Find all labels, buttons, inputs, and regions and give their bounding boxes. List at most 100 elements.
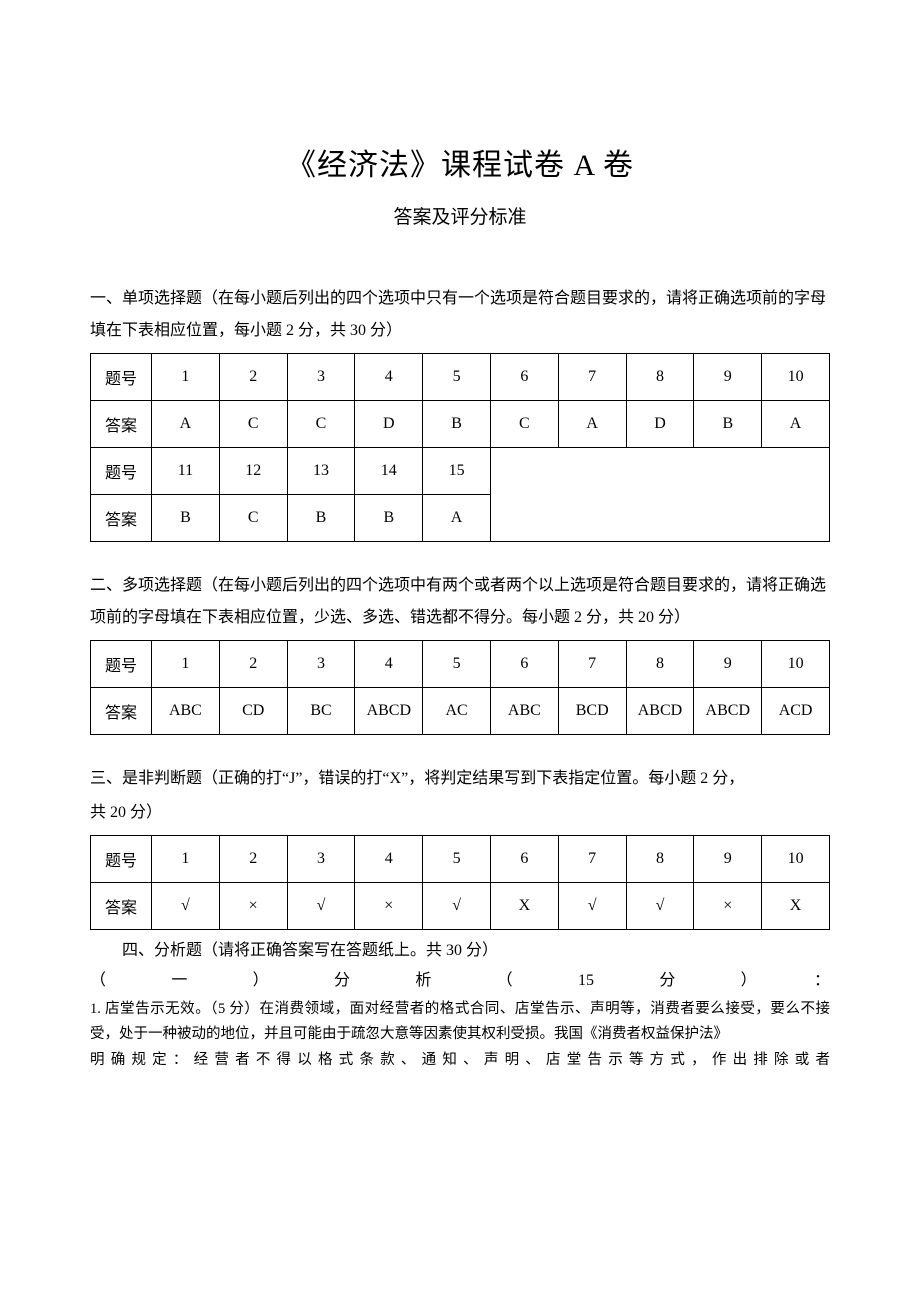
cell: A <box>762 401 830 448</box>
table-row: 答案 √ × √ × √ X √ √ × X <box>91 883 830 930</box>
cell: 6 <box>490 354 558 401</box>
cell: 3 <box>287 354 355 401</box>
cell: 3 <box>287 836 355 883</box>
cell: 7 <box>558 836 626 883</box>
cell: √ <box>152 883 220 930</box>
cell: 1 <box>152 836 220 883</box>
row-label: 答案 <box>91 688 152 735</box>
section4-subheading: （一）分析（15分）： <box>90 966 830 996</box>
cell: 8 <box>626 641 694 688</box>
cell: A <box>558 401 626 448</box>
document-title: 《经济法》课程试卷 A 卷 <box>90 140 830 184</box>
cell: B <box>287 495 355 542</box>
cell: √ <box>558 883 626 930</box>
cell: × <box>219 883 287 930</box>
cell: X <box>762 883 830 930</box>
cell: 10 <box>762 836 830 883</box>
cell: 6 <box>490 836 558 883</box>
table-row: 题号 11 12 13 14 15 <box>91 448 830 495</box>
cell: C <box>219 401 287 448</box>
cell: ABCD <box>694 688 762 735</box>
section2-table: 题号 1 2 3 4 5 6 7 8 9 10 答案 ABC CD BC ABC… <box>90 640 830 735</box>
cell: √ <box>287 883 355 930</box>
cell: 4 <box>355 836 423 883</box>
row-label: 题号 <box>91 641 152 688</box>
cell: 14 <box>355 448 423 495</box>
section3-table: 题号 1 2 3 4 5 6 7 8 9 10 答案 √ × √ × √ X √… <box>90 835 830 930</box>
cell: 9 <box>694 641 762 688</box>
row-label: 答案 <box>91 401 152 448</box>
cell: 12 <box>219 448 287 495</box>
cell: 10 <box>762 354 830 401</box>
row-label: 题号 <box>91 836 152 883</box>
cell: 8 <box>626 354 694 401</box>
section3-description-line1: 三、是非判断题（正确的打“J”，错误的打“X”，将判定结果写到下表指定位置。每小… <box>90 763 830 795</box>
section4-body-1: 1. 店堂告示无效。（5 分）在消费领域，面对经营者的格式合同、店堂告示、声明等… <box>90 997 830 1048</box>
cell: CD <box>219 688 287 735</box>
row-label: 答案 <box>91 495 152 542</box>
cell: 5 <box>423 641 491 688</box>
document-page: 《经济法》课程试卷 A 卷 答案及评分标准 一、单项选择题（在每小题后列出的四个… <box>0 0 920 1301</box>
document-subtitle: 答案及评分标准 <box>90 202 830 229</box>
cell: √ <box>626 883 694 930</box>
cell: B <box>152 495 220 542</box>
cell: D <box>355 401 423 448</box>
cell: 3 <box>287 641 355 688</box>
table-row: 题号 1 2 3 4 5 6 7 8 9 10 <box>91 836 830 883</box>
cell: ABC <box>490 688 558 735</box>
section3-description-line2: 共 20 分） <box>90 797 830 829</box>
table-row: 题号 1 2 3 4 5 6 7 8 9 10 <box>91 354 830 401</box>
cell: AC <box>423 688 491 735</box>
cell: ACD <box>762 688 830 735</box>
section1-description: 一、单项选择题（在每小题后列出的四个选项中只有一个选项是符合题目要求的，请将正确… <box>90 283 830 347</box>
cell: 4 <box>355 354 423 401</box>
empty-cell <box>490 448 829 542</box>
cell: C <box>490 401 558 448</box>
cell: √ <box>423 883 491 930</box>
cell: 2 <box>219 354 287 401</box>
cell: BCD <box>558 688 626 735</box>
cell: C <box>219 495 287 542</box>
cell: 7 <box>558 354 626 401</box>
cell: A <box>152 401 220 448</box>
cell: ABC <box>152 688 220 735</box>
cell: X <box>490 883 558 930</box>
section4-body-2: 明确规定：经营者不得以格式条款、通知、声明、店堂告示等方式，作出排除或者 <box>90 1048 830 1073</box>
cell: ABCD <box>626 688 694 735</box>
row-label: 答案 <box>91 883 152 930</box>
row-label: 题号 <box>91 448 152 495</box>
cell: 6 <box>490 641 558 688</box>
cell: ABCD <box>355 688 423 735</box>
cell: 7 <box>558 641 626 688</box>
section4-heading: 四、分析题（请将正确答案写在答题纸上。共 30 分） <box>90 936 830 966</box>
table-row: 答案 ABC CD BC ABCD AC ABC BCD ABCD ABCD A… <box>91 688 830 735</box>
cell: 11 <box>152 448 220 495</box>
cell: C <box>287 401 355 448</box>
cell: 5 <box>423 354 491 401</box>
cell: BC <box>287 688 355 735</box>
cell: 1 <box>152 354 220 401</box>
cell: 15 <box>423 448 491 495</box>
table-row: 题号 1 2 3 4 5 6 7 8 9 10 <box>91 641 830 688</box>
cell: 8 <box>626 836 694 883</box>
cell: 5 <box>423 836 491 883</box>
cell: 2 <box>219 836 287 883</box>
cell: 10 <box>762 641 830 688</box>
cell: B <box>694 401 762 448</box>
cell: × <box>355 883 423 930</box>
cell: D <box>626 401 694 448</box>
cell: A <box>423 495 491 542</box>
section1-table: 题号 1 2 3 4 5 6 7 8 9 10 答案 A C C D B C A… <box>90 353 830 542</box>
cell: 9 <box>694 354 762 401</box>
section2-description: 二、多项选择题（在每小题后列出的四个选项中有两个或者两个以上选项是符合题目要求的… <box>90 570 830 634</box>
cell: 13 <box>287 448 355 495</box>
row-label: 题号 <box>91 354 152 401</box>
cell: 1 <box>152 641 220 688</box>
cell: 2 <box>219 641 287 688</box>
table-row: 答案 A C C D B C A D B A <box>91 401 830 448</box>
cell: 4 <box>355 641 423 688</box>
cell: × <box>694 883 762 930</box>
cell: B <box>423 401 491 448</box>
cell: 9 <box>694 836 762 883</box>
cell: B <box>355 495 423 542</box>
